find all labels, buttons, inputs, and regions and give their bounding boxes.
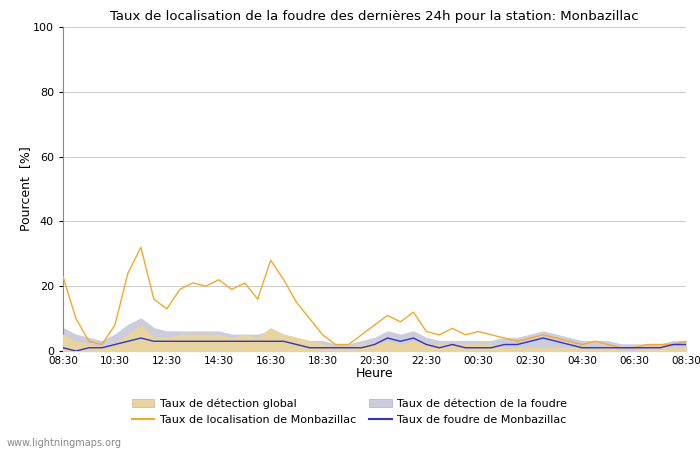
Y-axis label: Pourcent  [%]: Pourcent [%] [19,147,32,231]
Legend: Taux de détection global, Taux de localisation de Monbazillac, Taux de détection: Taux de détection global, Taux de locali… [132,399,567,425]
Text: www.lightningmaps.org: www.lightningmaps.org [7,438,122,448]
Title: Taux de localisation de la foudre des dernières 24h pour la station: Monbazillac: Taux de localisation de la foudre des de… [110,10,639,23]
X-axis label: Heure: Heure [356,367,393,380]
